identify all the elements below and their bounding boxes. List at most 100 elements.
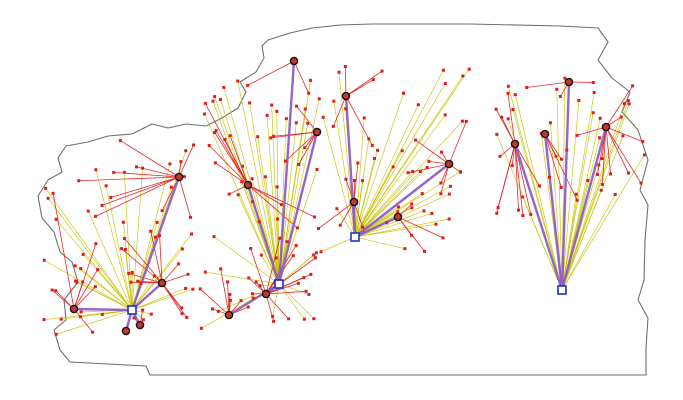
demand-point bbox=[121, 220, 125, 224]
demand-point bbox=[263, 175, 267, 179]
demand-to-hub-link bbox=[178, 144, 194, 178]
demand-point bbox=[226, 280, 230, 284]
demand-point bbox=[458, 170, 462, 174]
demand-point bbox=[309, 272, 313, 276]
demand-to-depot-link bbox=[131, 288, 193, 311]
demand-to-hub-link bbox=[52, 193, 75, 310]
demand-to-hub-link bbox=[496, 143, 516, 214]
demand-to-hub-link bbox=[605, 126, 611, 174]
demand-point bbox=[160, 209, 164, 213]
demand-point bbox=[256, 135, 260, 139]
demand-point bbox=[247, 276, 251, 280]
demand-to-hub-link bbox=[199, 288, 230, 316]
demand-point bbox=[627, 102, 631, 106]
demand-to-hub-link bbox=[605, 126, 642, 184]
demand-point bbox=[251, 200, 255, 204]
hub-to-depot-link bbox=[277, 59, 296, 286]
demand-point bbox=[521, 195, 525, 199]
demand-point bbox=[179, 160, 183, 164]
demand-point bbox=[391, 165, 395, 169]
demand-point bbox=[81, 280, 85, 284]
demand-point bbox=[129, 280, 133, 284]
demand-point bbox=[343, 65, 347, 69]
demand-point bbox=[153, 235, 157, 239]
demand-to-hub-link bbox=[265, 293, 289, 320]
demand-point bbox=[118, 139, 122, 143]
demand-to-depot-link bbox=[561, 118, 601, 291]
hub-point bbox=[174, 172, 184, 182]
demand-point bbox=[313, 256, 317, 260]
hub-point bbox=[349, 197, 359, 207]
demand-to-depot-link bbox=[131, 168, 143, 311]
demand-point bbox=[309, 78, 313, 82]
demand-point bbox=[494, 107, 498, 111]
demand-point bbox=[317, 227, 321, 231]
demand-point bbox=[222, 85, 226, 89]
demand-point bbox=[554, 154, 558, 158]
demand-to-hub-link bbox=[101, 176, 180, 206]
demand-point bbox=[319, 250, 323, 254]
demand-point bbox=[495, 211, 499, 215]
demand-point bbox=[265, 113, 269, 117]
demand-to-depot-link bbox=[354, 171, 421, 238]
demand-point bbox=[312, 253, 316, 257]
demand-point bbox=[279, 203, 283, 207]
demand-point bbox=[177, 262, 181, 266]
demand-point bbox=[132, 316, 136, 320]
hubs bbox=[69, 56, 611, 336]
demand-point bbox=[400, 149, 404, 153]
depot-marker bbox=[557, 285, 567, 295]
demand-point bbox=[270, 103, 274, 107]
demand-point bbox=[344, 177, 348, 181]
region-boundary bbox=[37, 23, 649, 376]
demand-point bbox=[228, 292, 232, 296]
hub-point bbox=[224, 310, 234, 320]
demand-point bbox=[592, 90, 596, 94]
demand-point bbox=[211, 99, 215, 103]
hub-to-depot-link bbox=[352, 200, 357, 239]
demand-point bbox=[284, 117, 288, 121]
demand-point bbox=[203, 101, 207, 105]
demand-to-depot-link bbox=[496, 134, 563, 291]
demand-to-hub-link bbox=[247, 184, 282, 205]
demand-point bbox=[283, 159, 287, 163]
demand-to-hub-link bbox=[332, 95, 347, 127]
demand-point bbox=[537, 184, 541, 188]
demand-to-hub-link bbox=[495, 109, 516, 145]
demand-point bbox=[360, 179, 364, 183]
demand-point bbox=[59, 317, 63, 321]
demand-to-hub-link bbox=[296, 105, 318, 133]
demand-point bbox=[54, 289, 58, 293]
demand-point bbox=[430, 211, 434, 215]
demand-point bbox=[600, 183, 604, 187]
demand-point bbox=[149, 229, 153, 233]
demand-point bbox=[155, 220, 159, 224]
demand-point bbox=[259, 253, 263, 257]
demand-point bbox=[122, 170, 126, 174]
demand-to-hub-link bbox=[220, 268, 230, 316]
demand-point bbox=[598, 116, 602, 120]
demand-point bbox=[313, 215, 317, 219]
demand-point bbox=[641, 140, 645, 144]
demand-point bbox=[86, 209, 90, 213]
demand-point bbox=[250, 292, 254, 296]
demand-point bbox=[591, 80, 595, 84]
demand-to-hub-link bbox=[345, 95, 373, 146]
demand-point bbox=[109, 196, 113, 200]
demand-point bbox=[376, 148, 380, 152]
demand-point bbox=[94, 242, 98, 246]
demand-to-depot-link bbox=[105, 185, 133, 311]
depots bbox=[127, 232, 567, 315]
demand-to-depot-link bbox=[354, 150, 378, 238]
hub-to-depot-link bbox=[560, 125, 608, 292]
demand-point bbox=[294, 121, 298, 125]
demand-point bbox=[295, 226, 299, 230]
demand-point bbox=[54, 217, 58, 221]
demand-to-depot-link bbox=[561, 100, 580, 291]
demand-to-depot-link bbox=[354, 223, 437, 238]
demand-to-depot-link bbox=[514, 94, 563, 291]
demand-point bbox=[139, 281, 143, 285]
demand-point bbox=[149, 312, 153, 316]
demand-to-depot-link bbox=[561, 92, 595, 291]
demand-point bbox=[180, 312, 184, 316]
